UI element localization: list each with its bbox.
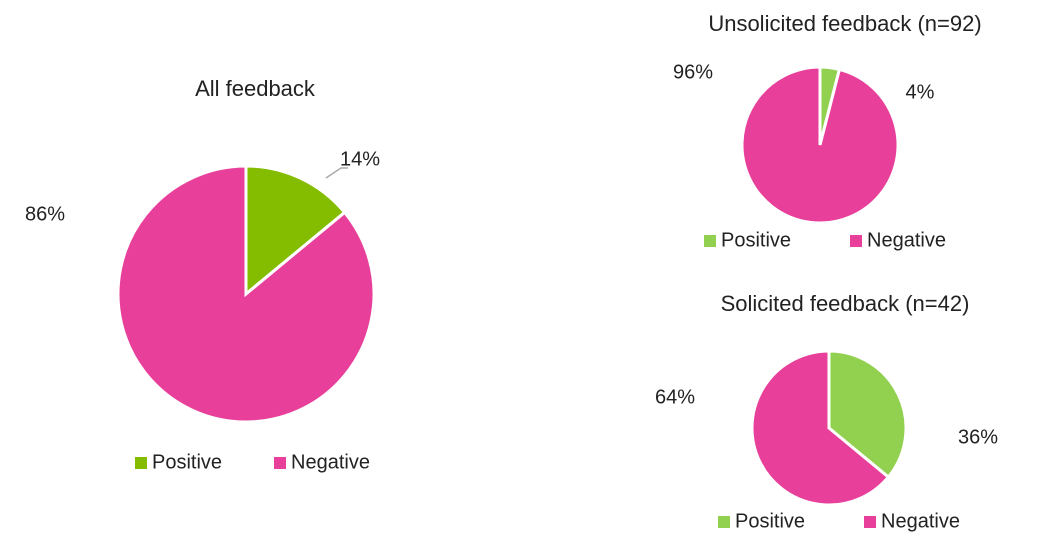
chart-title: All feedback	[195, 76, 316, 101]
legend-label: Negative	[867, 229, 946, 251]
data-label: 14%	[340, 148, 380, 170]
legend-label: Positive	[721, 229, 791, 251]
legend-label: Positive	[735, 510, 805, 532]
pie-slice	[827, 349, 908, 480]
pie-slice	[750, 349, 891, 507]
data-label: 4%	[906, 81, 935, 103]
pie-slice	[244, 164, 347, 298]
legend-swatch	[704, 235, 716, 247]
data-label: 86%	[25, 203, 65, 225]
legend-swatch	[718, 516, 730, 528]
legend-swatch	[864, 516, 876, 528]
data-label: 64%	[655, 386, 695, 408]
pie-slice	[740, 65, 900, 225]
legend-label: Negative	[291, 451, 370, 473]
pie-slice	[116, 164, 376, 424]
leader-line	[325, 167, 348, 179]
legend-label: Positive	[152, 451, 222, 473]
data-label: 36%	[958, 426, 998, 448]
legend-swatch	[850, 235, 862, 247]
chart-title: Unsolicited feedback (n=92)	[708, 11, 981, 36]
legend-swatch	[135, 457, 147, 469]
legend-label: Negative	[881, 510, 960, 532]
data-label: 96%	[673, 61, 713, 83]
legend-swatch	[274, 457, 286, 469]
chart-title: Solicited feedback (n=42)	[721, 291, 970, 316]
